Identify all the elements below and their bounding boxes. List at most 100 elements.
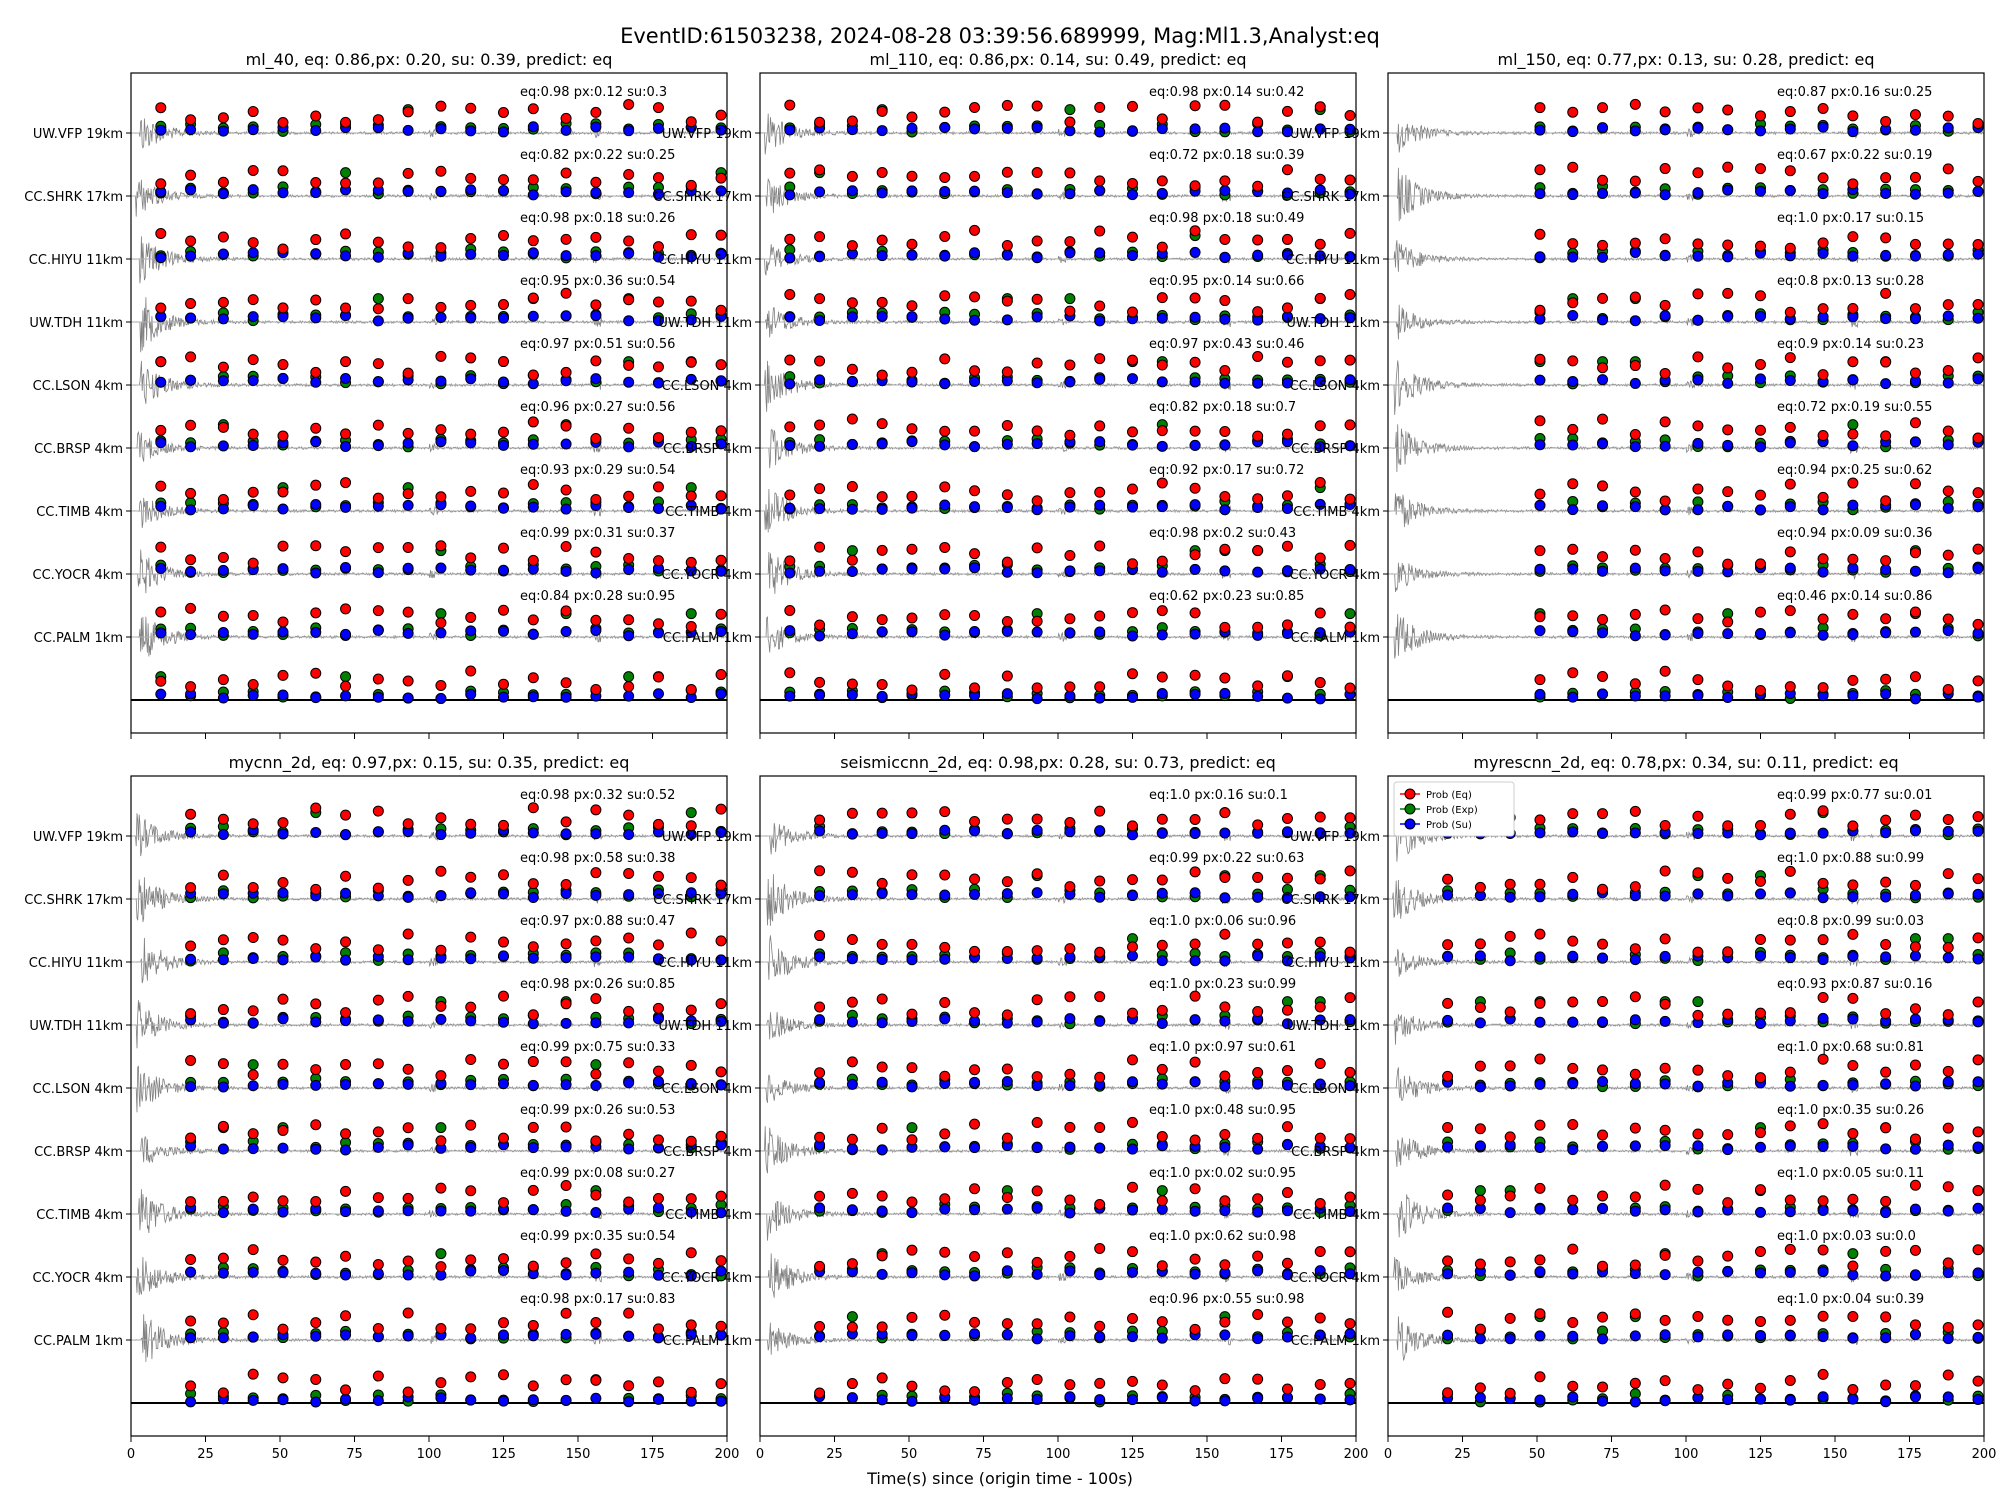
prob-su-dot bbox=[402, 1330, 414, 1342]
prob-eq-dot bbox=[1094, 1071, 1106, 1083]
prob-su-dot bbox=[1281, 1331, 1293, 1343]
prob-exp-dot bbox=[372, 293, 384, 305]
prob-eq-dot bbox=[1189, 866, 1201, 878]
prob-eq-dot bbox=[435, 865, 447, 877]
prob-eq-dot bbox=[1189, 1323, 1201, 1335]
prob-eq-dot bbox=[277, 486, 289, 498]
prob-eq-dot bbox=[1001, 1376, 1013, 1388]
prob-eq-dot bbox=[715, 1130, 727, 1142]
prob-eq-dot bbox=[1755, 1127, 1766, 1139]
prob-su-dot bbox=[435, 311, 447, 323]
prob-eq-dot bbox=[1442, 1070, 1454, 1082]
prob-su-dot bbox=[623, 187, 635, 199]
prob-eq-dot bbox=[1942, 1181, 1954, 1193]
prob-su-dot bbox=[1784, 887, 1796, 899]
prob-su-dot bbox=[465, 500, 477, 512]
xtick-label: 175 bbox=[1269, 1447, 1294, 1462]
prob-su-dot bbox=[217, 1081, 229, 1093]
prob-su-dot bbox=[1972, 1016, 1984, 1028]
prob-su-dot bbox=[784, 625, 796, 637]
prob-su-dot bbox=[310, 1143, 322, 1155]
prob-eq-dot bbox=[1880, 495, 1892, 507]
prob-eq-dot bbox=[1942, 941, 1954, 953]
prob-eq-dot bbox=[652, 818, 664, 830]
station-prob-text: eq:0.96 px:0.27 su:0.56 bbox=[520, 400, 675, 415]
prob-eq-dot bbox=[185, 681, 197, 693]
prob-eq-dot bbox=[652, 296, 664, 308]
prob-eq-dot bbox=[876, 1321, 888, 1333]
prob-eq-dot bbox=[217, 1195, 229, 1207]
prob-eq-dot bbox=[277, 669, 289, 681]
prob-su-dot bbox=[1442, 1014, 1454, 1026]
prob-su-dot bbox=[1504, 1269, 1516, 1281]
prob-su-dot bbox=[402, 891, 414, 903]
prob-eq-dot bbox=[1064, 943, 1076, 955]
prob-eq-dot bbox=[340, 228, 352, 240]
prob-su-dot bbox=[155, 500, 167, 512]
prob-su-dot bbox=[185, 628, 197, 640]
prob-su-dot bbox=[247, 1331, 259, 1343]
prob-eq-dot bbox=[906, 1244, 918, 1256]
prob-su-dot bbox=[1156, 887, 1168, 899]
prob-su-dot bbox=[217, 248, 229, 260]
prob-su-dot bbox=[1252, 1265, 1264, 1277]
prob-su-dot bbox=[846, 689, 858, 701]
prob-eq-dot bbox=[527, 1319, 539, 1331]
prob-su-dot bbox=[1692, 1140, 1704, 1152]
prob-eq-dot bbox=[498, 990, 509, 1002]
prob-su-dot bbox=[498, 625, 509, 637]
prob-eq-dot bbox=[1474, 938, 1486, 950]
legend-label: Prob (Su) bbox=[1426, 820, 1472, 831]
prob-eq-dot bbox=[185, 808, 197, 820]
prob-eq-dot bbox=[906, 1380, 918, 1392]
prob-eq-dot bbox=[1189, 1056, 1201, 1068]
prob-su-dot bbox=[1909, 188, 1921, 200]
prob-eq-dot bbox=[1127, 668, 1138, 680]
prob-su-dot bbox=[1504, 955, 1516, 967]
prob-eq-dot bbox=[340, 546, 352, 558]
prob-su-dot bbox=[1659, 690, 1671, 702]
prob-eq-dot bbox=[372, 1370, 384, 1382]
prob-eq-dot bbox=[402, 488, 414, 500]
prob-eq-dot bbox=[1001, 670, 1013, 682]
prob-su-dot bbox=[1784, 374, 1796, 386]
prob-eq-dot bbox=[1784, 478, 1796, 490]
prob-eq-dot bbox=[814, 419, 826, 431]
prob-eq-dot bbox=[1219, 672, 1231, 684]
prob-su-dot bbox=[623, 690, 635, 702]
prob-eq-dot bbox=[277, 1323, 289, 1335]
prob-su-dot bbox=[1156, 1140, 1168, 1152]
prob-su-dot bbox=[1064, 188, 1076, 200]
prob-eq-dot bbox=[846, 1321, 858, 1333]
prob-eq-dot bbox=[340, 177, 352, 189]
prob-su-dot bbox=[1629, 501, 1641, 513]
prob-eq-dot bbox=[685, 1135, 697, 1147]
prob-eq-dot bbox=[1281, 619, 1293, 631]
prob-eq-dot bbox=[1442, 997, 1454, 1009]
prob-eq-dot bbox=[1847, 674, 1859, 686]
prob-eq-dot bbox=[1189, 1183, 1201, 1195]
prob-eq-dot bbox=[1629, 805, 1641, 817]
prob-eq-dot bbox=[1189, 813, 1201, 825]
prob-eq-dot bbox=[1094, 1121, 1106, 1133]
prob-su-dot bbox=[1817, 1266, 1829, 1278]
prob-su-dot bbox=[1784, 1140, 1796, 1152]
prob-eq-dot bbox=[1252, 1067, 1264, 1079]
prob-eq-dot bbox=[1534, 928, 1546, 940]
prob-su-dot bbox=[1344, 312, 1356, 324]
prob-su-dot bbox=[1314, 563, 1326, 575]
prob-su-dot bbox=[498, 126, 509, 138]
prob-su-dot bbox=[1534, 1142, 1546, 1154]
prob-su-dot bbox=[1659, 250, 1671, 262]
prob-eq-dot bbox=[217, 610, 229, 622]
prob-eq-dot bbox=[1127, 1116, 1138, 1128]
prob-eq-dot bbox=[1219, 807, 1231, 819]
prob-su-dot bbox=[527, 1394, 539, 1406]
prob-eq-dot bbox=[1629, 1259, 1641, 1271]
prob-su-dot bbox=[969, 501, 981, 513]
prob-su-dot bbox=[1281, 1269, 1293, 1281]
prob-eq-dot bbox=[1847, 428, 1859, 440]
prob-su-dot bbox=[1692, 187, 1704, 199]
prob-su-dot bbox=[1722, 439, 1734, 451]
prob-su-dot bbox=[465, 1015, 477, 1027]
